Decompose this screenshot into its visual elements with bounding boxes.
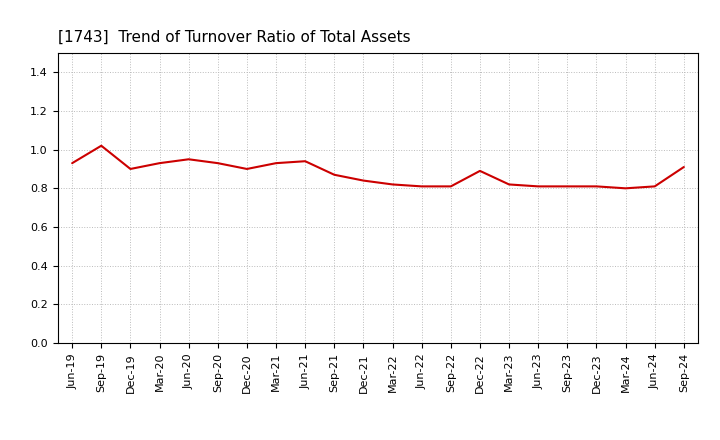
Text: [1743]  Trend of Turnover Ratio of Total Assets: [1743] Trend of Turnover Ratio of Total … [58, 29, 410, 45]
